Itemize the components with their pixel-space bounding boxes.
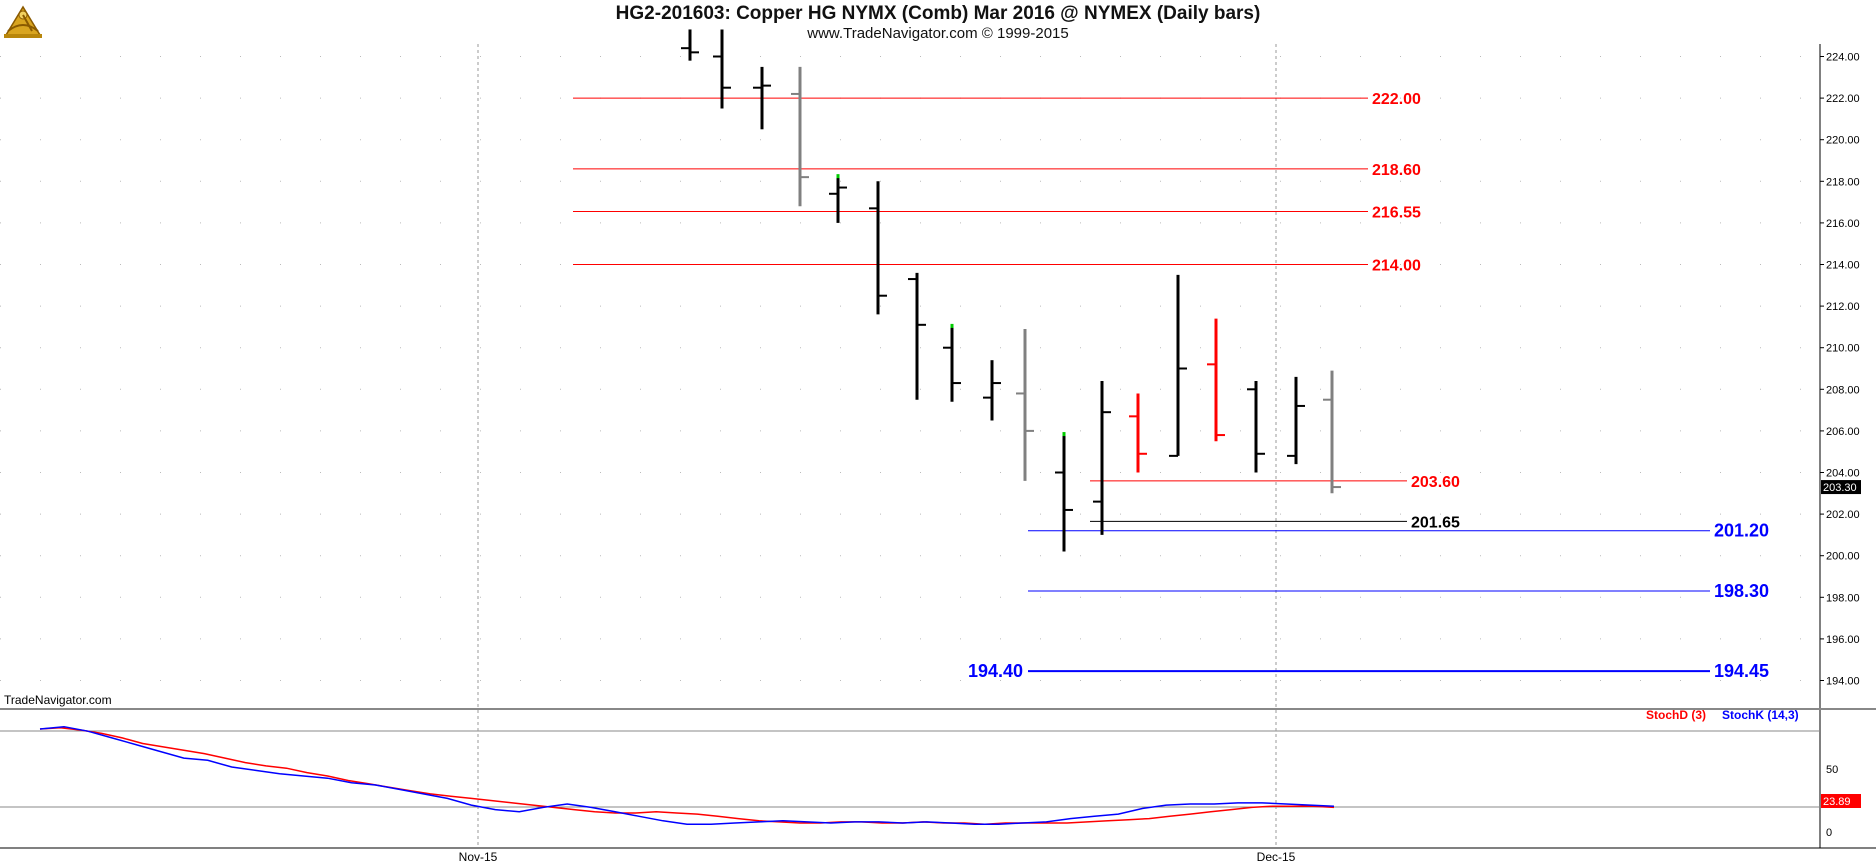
chart-subtitle: www.TradeNavigator.com © 1999-2015: [807, 25, 1069, 42]
y-tick-label: 200.00: [1826, 551, 1860, 563]
y-tick-label: 210.00: [1826, 343, 1860, 355]
y-tick-label: 208.00: [1826, 384, 1860, 396]
stoch-series-line: [39, 725, 1335, 825]
bar-signal-marker: [950, 323, 954, 328]
last-price-label: 203.30: [1823, 482, 1857, 494]
y-tick-label: 216.00: [1826, 218, 1860, 230]
y-tick-label: 220.00: [1826, 135, 1860, 147]
stoch-series-line: [39, 727, 1335, 825]
level-label-left: 194.40: [968, 661, 1023, 681]
last-price-tag: [1821, 480, 1861, 495]
y-tick-label: 194.00: [1826, 676, 1860, 688]
level-label: 203.60: [1411, 474, 1460, 491]
stoch-tick-label: 50: [1826, 764, 1838, 776]
chart-header: HG2-201603: Copper HG NYMX (Comb) Mar 20…: [0, 0, 1876, 44]
legend-stochk: StochK (14,3): [1722, 708, 1799, 722]
level-label: 201.65: [1411, 514, 1460, 531]
y-tick-label: 198.00: [1826, 592, 1860, 604]
level-label: 216.55: [1372, 204, 1421, 221]
y-tick-label: 214.00: [1826, 260, 1860, 272]
y-tick-label: 206.00: [1826, 426, 1860, 438]
y-tick-label: 224.00: [1826, 52, 1860, 64]
y-tick-label: 218.00: [1826, 176, 1860, 188]
watermark: TradeNavigator.com: [4, 693, 112, 707]
legend-stochd: StochD (3): [1646, 708, 1706, 722]
level-label: 222.00: [1372, 91, 1421, 108]
y-tick-label: 204.00: [1826, 468, 1860, 480]
y-tick-label: 212.00: [1826, 301, 1860, 313]
level-label: 194.45: [1714, 661, 1769, 681]
level-label: 201.20: [1714, 521, 1769, 541]
stoch-last-label: 23.89: [1823, 796, 1851, 808]
chart-title: HG2-201603: Copper HG NYMX (Comb) Mar 20…: [615, 3, 1261, 24]
y-tick-label: 202.00: [1826, 509, 1860, 521]
level-label: 198.30: [1714, 581, 1769, 601]
level-label: 214.00: [1372, 258, 1421, 275]
x-tick-label: Nov-15: [459, 850, 498, 863]
level-label: 218.60: [1372, 162, 1421, 179]
stoch-tick-label: 0: [1826, 827, 1832, 839]
y-tick-label: 196.00: [1826, 634, 1860, 646]
sextant-logo-icon: [4, 5, 42, 38]
x-tick-label: Dec-15: [1257, 850, 1296, 863]
bar-signal-marker: [836, 174, 840, 179]
bar-signal-marker: [1062, 432, 1066, 437]
stoch-last-tag: [1821, 794, 1861, 808]
y-tick-label: 222.00: [1826, 93, 1860, 105]
